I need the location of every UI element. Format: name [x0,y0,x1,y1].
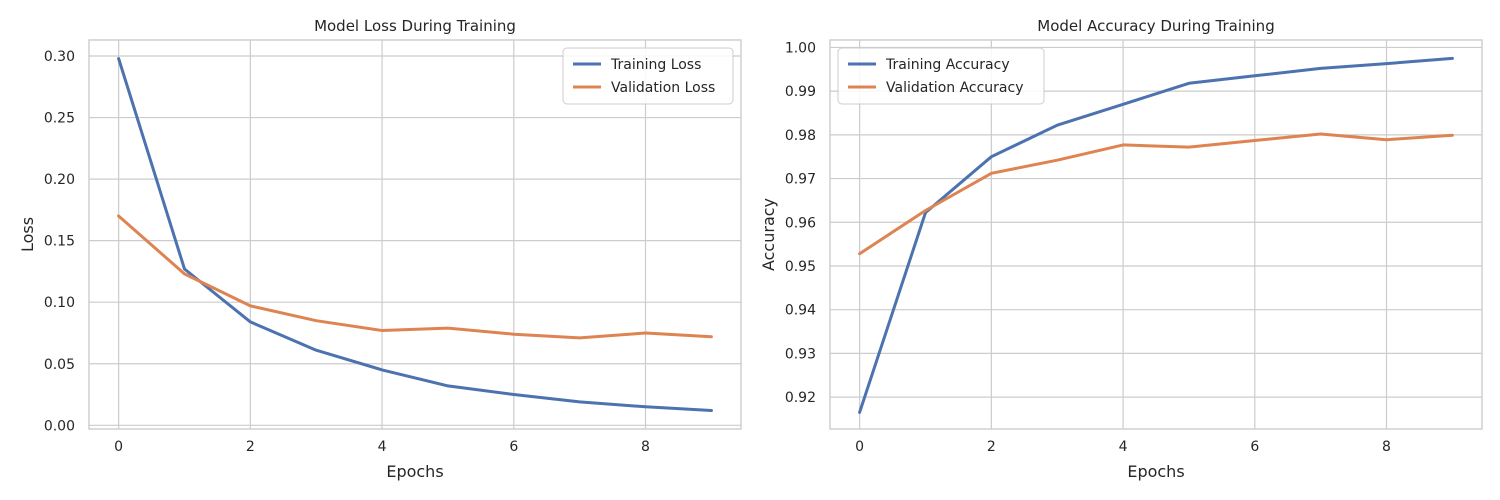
y-tick-label: 0.00 [44,418,75,434]
chart-title: Model Accuracy During Training [1037,17,1274,35]
y-tick-label: 0.10 [44,295,75,311]
x-tick-label: 6 [509,439,518,455]
accuracy-chart: 0 2 4 6 8 0.92 0.93 0.94 0.95 0.96 0.97 0.98 0.99 1.0… [759,17,1483,481]
legend: Training Loss Validation Loss [562,47,734,105]
x-axis-label: Epochs [386,462,443,481]
series-line-validation-accuracy [858,132,1454,256]
legend: Training Accuracy Validation Accuracy [837,47,1045,105]
loss-chart: 0 2 4 6 8 0.00 0.05 0.10 0.15 0.20 0.25 0.30 Model L… [18,17,742,481]
legend-entry: Validation Loss [611,80,715,96]
series-line-validation-loss [117,214,713,340]
x-tick-label: 8 [1382,439,1391,455]
y-tick-label: 1.00 [785,40,816,56]
y-tick-label: 0.25 [44,111,75,127]
x-tick-label: 6 [1250,439,1259,455]
y-tick-label: 0.15 [44,234,75,250]
x-tick-label: 2 [987,439,996,455]
x-tick-label: 4 [1119,439,1128,455]
y-axis-label: Loss [18,217,37,252]
legend-box [837,47,1045,105]
legend-box [562,47,734,105]
y-tick-label: 0.99 [785,84,816,100]
legend-entry: Validation Accuracy [886,80,1024,96]
x-tick-label: 0 [114,439,123,455]
x-tick-label: 0 [855,439,864,455]
legend-entry: Training Loss [610,57,701,73]
y-axis-label: Accuracy [759,198,778,271]
chart-title: Model Loss During Training [314,17,516,35]
legend-entry: Training Accuracy [885,57,1010,73]
series-line-training-loss [117,57,713,412]
y-tick-label: 0.94 [785,303,816,319]
y-tick-label: 0.20 [44,172,75,188]
x-axis-label: Epochs [1127,462,1184,481]
plot-frame [829,39,1483,430]
y-tick-label: 0.96 [785,215,816,231]
y-tick-label: 0.93 [785,346,816,362]
y-tick-label: 0.05 [44,357,75,373]
x-tick-label: 8 [641,439,650,455]
y-tick-label: 0.95 [785,259,816,275]
x-tick-label: 2 [246,439,255,455]
y-tick-label: 0.97 [785,172,816,188]
series-line-training-accuracy [858,56,1454,414]
x-tick-label: 4 [378,439,387,455]
y-tick-label: 0.30 [44,49,75,65]
plot-frame [88,39,742,430]
y-tick-label: 0.92 [785,390,816,406]
y-tick-label: 0.98 [785,128,816,144]
